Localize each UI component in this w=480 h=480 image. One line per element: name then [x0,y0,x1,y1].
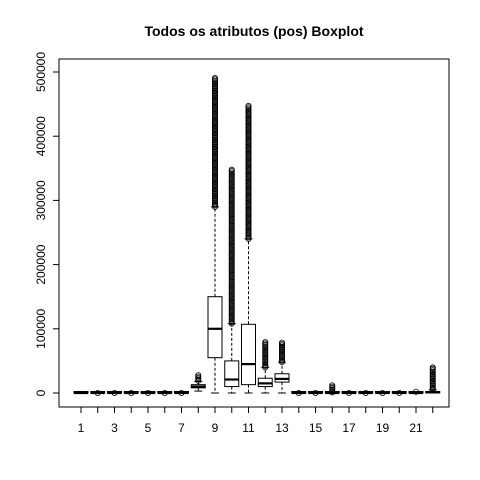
box-body [207,296,223,359]
boxes-group [73,75,441,396]
x-tick-label: 15 [309,421,323,435]
y-tick-label: 400000 [34,116,48,156]
y-tick-label: 500000 [34,52,48,92]
y-tick-label: 100000 [34,308,48,348]
box-2 [90,389,106,396]
box-6 [157,389,173,396]
outlier-point [278,339,285,346]
box-16 [324,382,340,396]
box-12 [257,339,273,394]
box-1 [73,391,89,395]
box-9 [207,75,223,394]
chart-title: Todos os atributos (pos) Boxplot [144,23,363,39]
outlier-point [429,364,436,371]
plot-frame [58,58,450,408]
x-tick-label: 1 [78,421,85,435]
y-tick-label: 0 [34,389,48,396]
y-tick-label: 300000 [34,180,48,220]
x-tick-label: 7 [178,421,185,435]
box-18 [358,389,374,396]
box-13 [274,339,290,394]
outlier-point [195,372,202,379]
box-4 [123,389,139,396]
box-19 [375,389,390,396]
box-body [241,323,256,386]
x-tick-label: 19 [376,421,390,435]
box-10 [224,166,240,394]
box-3 [107,389,122,396]
outlier-point [211,75,218,82]
x-tick-label: 13 [275,421,289,435]
outlier-point [262,339,269,346]
x-tick-label: 21 [409,421,423,435]
y-axis: 0 100000 200000 300000 400000 500000 [34,52,59,396]
y-tick-label: 200000 [34,244,48,284]
box-15 [308,389,323,396]
box-body [224,360,240,388]
box-14 [291,389,307,396]
box-21 [408,388,424,395]
x-tick-label: 11 [242,421,255,435]
box-5 [140,389,156,396]
box-20 [391,389,407,396]
outlier-point [329,382,336,389]
x-axis: 1 3 5 7 9 11 13 15 17 19 21 [78,407,434,435]
box-11 [241,102,256,394]
box-22 [425,364,441,394]
x-tick-label: 9 [212,421,219,435]
x-tick-label: 17 [342,421,356,435]
x-tick-label: 5 [145,421,152,435]
box-7 [174,389,189,396]
outlier-point [245,102,252,109]
box-8 [190,372,206,392]
x-tick-label: 3 [111,421,118,435]
outlier-point [228,166,235,173]
box-17 [341,389,357,396]
